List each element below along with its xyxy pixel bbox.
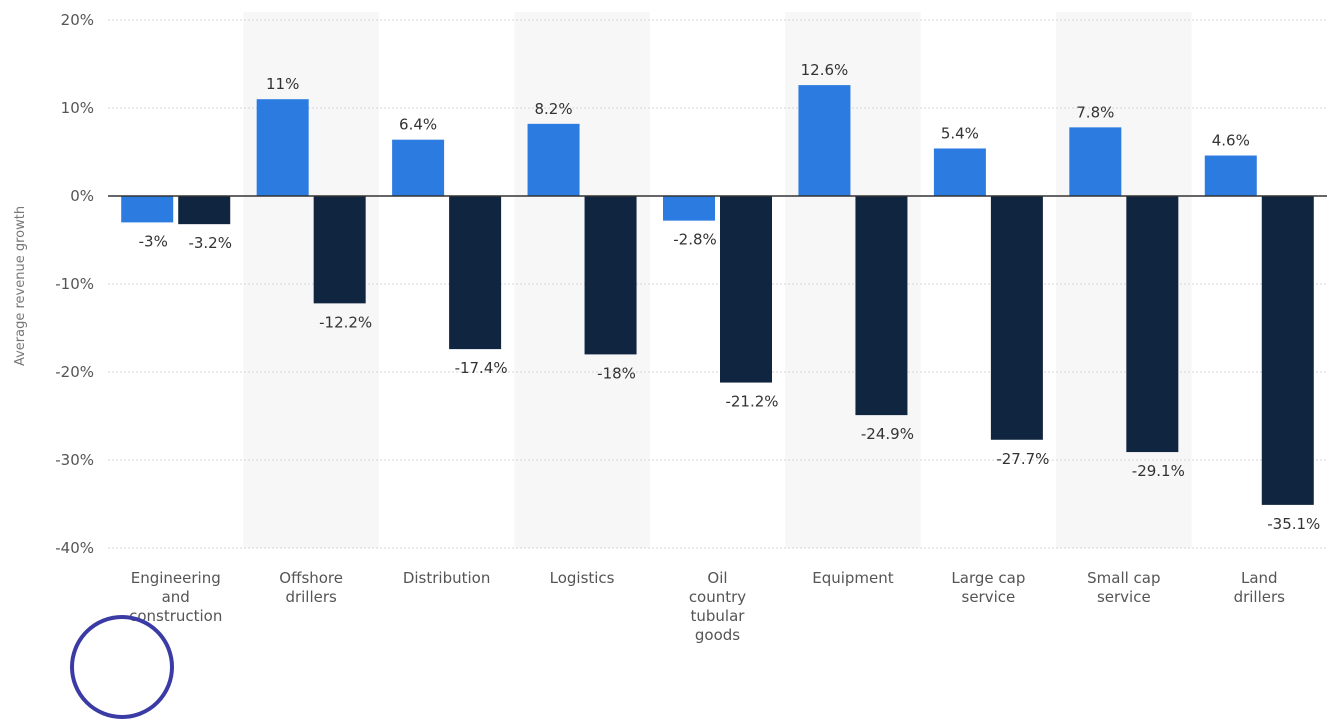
bar	[584, 196, 637, 355]
bar	[527, 123, 580, 196]
data-label: 6.4%	[399, 116, 437, 134]
x-tick-label: Oil country tubular goods	[689, 569, 746, 644]
data-label: -27.7%	[996, 450, 1049, 468]
bar	[392, 139, 445, 196]
x-tick-label: Large cap service	[951, 569, 1025, 606]
bar	[121, 196, 174, 223]
y-axis-ticks: 20% 10% 0% -10% -20% -30% -40%	[55, 11, 94, 557]
data-label: -35.1%	[1267, 515, 1320, 533]
bar	[720, 196, 772, 383]
data-label: 11%	[266, 75, 299, 93]
x-axis-ticks: Engineering and construction Offshore drille…	[129, 569, 1285, 644]
data-label: 8.2%	[535, 100, 573, 118]
y-tick-label: 10%	[61, 99, 94, 117]
y-tick-label: 20%	[61, 11, 94, 29]
bar	[798, 85, 851, 196]
bar	[449, 196, 502, 350]
y-tick-label: -40%	[55, 539, 94, 557]
data-label: -3%	[139, 232, 168, 250]
bar	[256, 99, 309, 196]
data-label: -18%	[597, 364, 636, 382]
x-tick-label: Equipment	[812, 569, 894, 587]
y-tick-label: -30%	[55, 451, 94, 469]
x-tick-label: Engineering and construction	[129, 569, 222, 625]
corner-badge-icon	[70, 615, 174, 719]
bars	[121, 85, 1314, 505]
x-tick-label: Distribution	[403, 569, 491, 587]
y-axis-label: Average revenue growth	[13, 206, 28, 366]
bar	[855, 196, 908, 416]
data-label: -17.4%	[455, 359, 508, 377]
x-tick-label: Offshore drillers	[279, 569, 343, 606]
bar	[313, 196, 366, 304]
bar	[1126, 196, 1179, 453]
x-tick-label: Land drillers	[1234, 569, 1286, 606]
data-label: -2.8%	[673, 231, 717, 249]
data-label: 4.6%	[1212, 132, 1250, 150]
data-label: 12.6%	[801, 61, 849, 79]
gridlines	[108, 19, 1327, 549]
data-labels: -3% -3.2% 11% -12.2% 6.4% -17.4% 8.2% -18% -2.8%…	[139, 61, 1321, 533]
data-label: -21.2%	[725, 393, 778, 411]
data-label: -24.9%	[861, 425, 914, 443]
x-tick-label: Small cap service	[1087, 569, 1160, 606]
data-label: -12.2%	[319, 313, 372, 331]
bar	[178, 196, 231, 225]
bar	[1261, 196, 1314, 505]
bar	[1069, 127, 1122, 196]
y-tick-label: 0%	[70, 187, 94, 205]
data-label: 5.4%	[941, 124, 979, 142]
y-tick-label: -20%	[55, 363, 94, 381]
bar	[990, 196, 1043, 440]
bar-chart: 20% 10% 0% -10% -20% -30% -40% -3% -3.2% 11% -12.…	[13, 11, 1327, 644]
bar	[663, 196, 715, 221]
bar	[1204, 155, 1257, 196]
data-label: 7.8%	[1076, 103, 1114, 121]
data-label: -29.1%	[1132, 462, 1185, 480]
x-tick-label: Logistics	[550, 569, 615, 587]
data-label: -3.2%	[188, 234, 232, 252]
y-tick-label: -10%	[55, 275, 94, 293]
bar	[933, 148, 986, 196]
